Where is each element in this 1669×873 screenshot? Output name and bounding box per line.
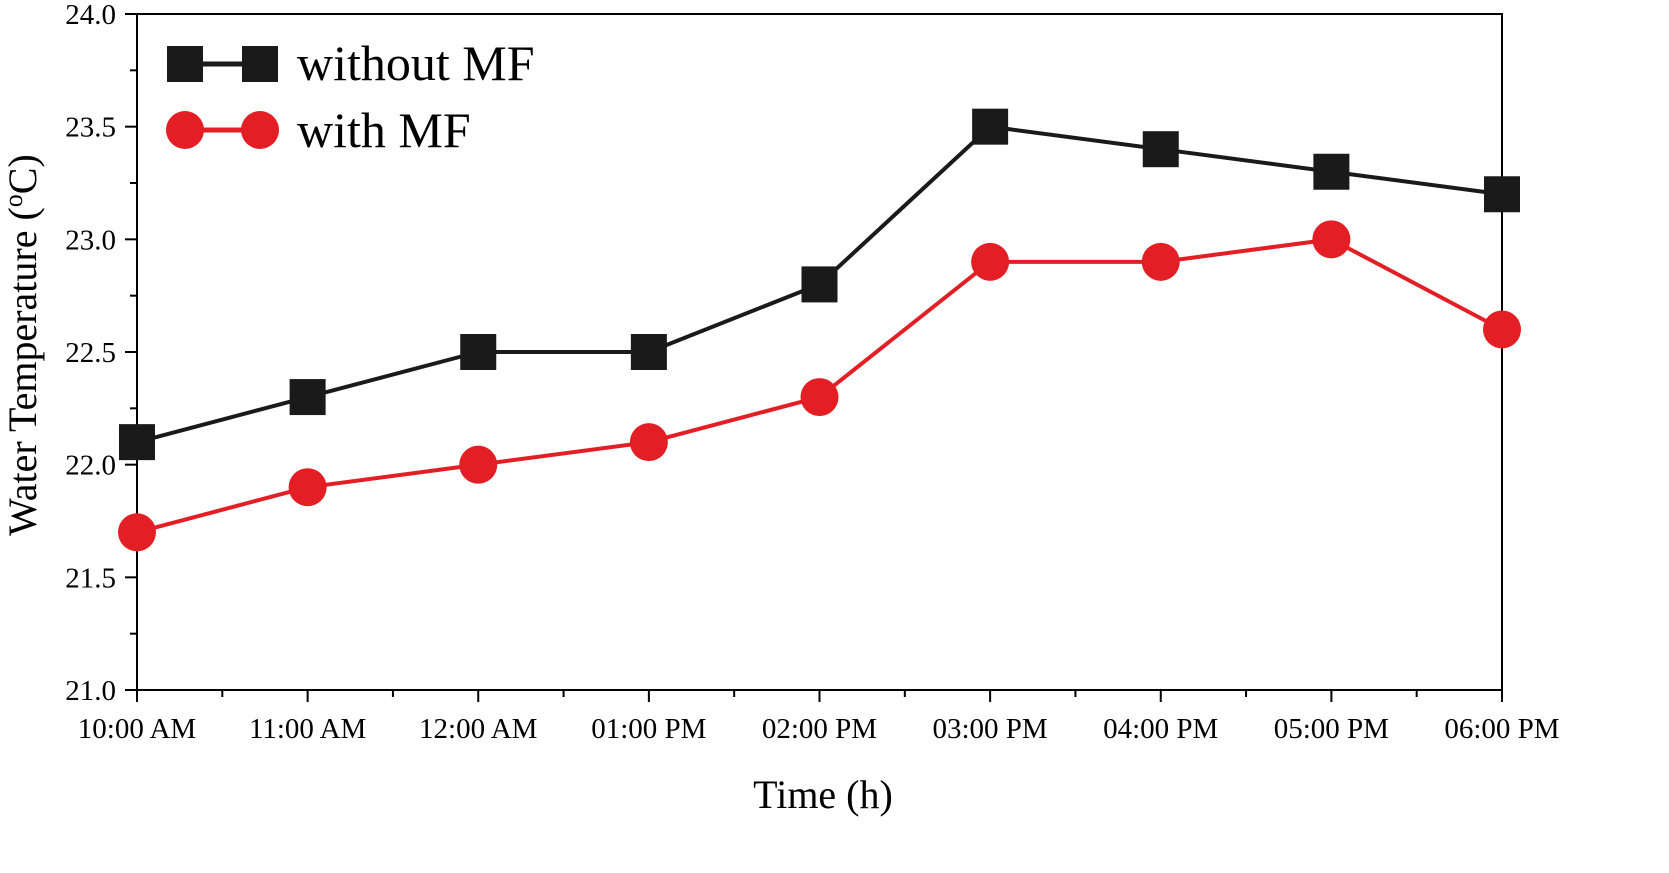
- y-tick-label: 24.0: [65, 0, 116, 31]
- legend: without MF with MF: [166, 35, 535, 158]
- data-point-with-mf: [971, 242, 1010, 281]
- y-tick-label: 21.0: [65, 675, 116, 707]
- data-point-with-mf: [629, 423, 668, 462]
- legend-marker-without-mf-2: [242, 46, 278, 82]
- data-point-without-mf: [801, 266, 838, 303]
- data-point-with-mf: [1312, 220, 1351, 259]
- x-axis-title: Time (h): [753, 772, 893, 817]
- x-tick-label: 03:00 PM: [933, 713, 1048, 745]
- data-point-without-mf: [1313, 153, 1350, 190]
- data-point-with-mf: [800, 378, 839, 417]
- data-point-without-mf: [630, 334, 667, 370]
- data-point-without-mf: [460, 334, 497, 370]
- axis-ticks: [125, 13, 1503, 702]
- x-tick-label: 10:00 AM: [78, 713, 196, 745]
- data-point-with-mf: [459, 445, 498, 484]
- data-point-with-mf: [1483, 310, 1521, 349]
- legend-label-without-mf: without MF: [297, 35, 535, 91]
- data-point-without-mf: [289, 379, 326, 416]
- x-tick-labels: 10:00 AM 11:00 AM 12:00 AM 01:00 PM 02:00 PM…: [78, 713, 1560, 745]
- data-point-with-mf: [1141, 242, 1180, 281]
- y-tick-label: 23.5: [65, 112, 116, 144]
- x-tick-label: 01:00 PM: [591, 713, 706, 745]
- data-point-without-mf: [119, 424, 155, 461]
- legend-marker-without-mf: [167, 46, 203, 82]
- data-point-without-mf: [1142, 131, 1179, 168]
- y-tick-label: 22.0: [65, 450, 116, 482]
- y-axis-title: Water Temperature (oC): [0, 154, 45, 536]
- y-tick-label: 23.0: [65, 224, 116, 256]
- x-tick-label: 12:00 AM: [419, 713, 537, 745]
- x-tick-label: 04:00 PM: [1103, 713, 1218, 745]
- x-tick-label: 05:00 PM: [1274, 713, 1389, 745]
- x-tick-label: 02:00 PM: [762, 713, 877, 745]
- data-point-without-mf: [972, 108, 1009, 145]
- legend-label-with-mf: with MF: [297, 102, 471, 158]
- legend-marker-with-mf-2: [241, 111, 279, 149]
- y-axis-title-end: C): [0, 154, 45, 194]
- data-point-without-mf: [1484, 176, 1520, 213]
- legend-marker-with-mf: [166, 111, 204, 149]
- y-axis-title-main: Water Temperature (: [0, 207, 45, 536]
- y-tick-label: 21.5: [65, 562, 116, 594]
- x-tick-label: 11:00 AM: [249, 713, 366, 745]
- y-axis-title-superscript: o: [0, 194, 28, 207]
- data-point-with-mf: [288, 468, 327, 507]
- data-point-with-mf: [118, 513, 156, 552]
- series-layer: [118, 108, 1521, 552]
- y-tick-labels: 21.0 21.5 22.0 22.5 23.0 23.5 24.0: [65, 0, 116, 707]
- y-tick-label: 22.5: [65, 337, 116, 369]
- x-tick-label: 06:00 PM: [1444, 713, 1559, 745]
